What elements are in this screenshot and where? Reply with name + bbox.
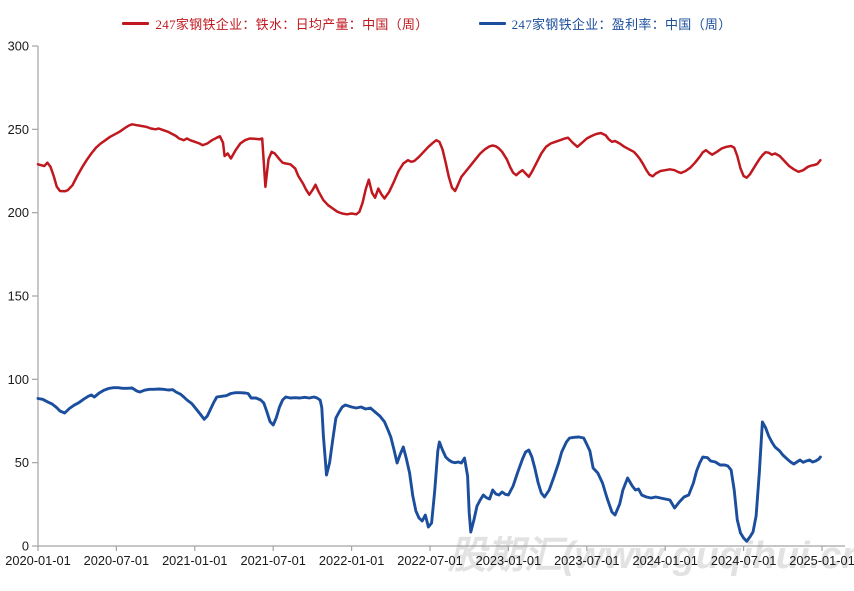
series-line-profit-rate: [36, 386, 822, 543]
legend-item-profit-rate[interactable]: 247家钢铁企业：盈利率：中国（周）: [478, 14, 732, 33]
watermark: 股期汇(www.guqihui.cn): [448, 535, 854, 577]
y-tick-label: 100: [8, 372, 29, 387]
y-tick-label: 250: [8, 122, 29, 137]
x-tick-label: 2024-01-01: [632, 553, 697, 568]
x-tick-label: 2023-01-01: [476, 553, 541, 568]
legend-label-hot-metal-output: 247家钢铁企业：铁水：日均产量：中国（周）: [155, 16, 429, 32]
y-tick-label: 0: [22, 539, 29, 554]
x-tick-label: 2025-01-01: [789, 553, 854, 568]
x-tick-label: 2021-01-01: [162, 553, 227, 568]
y-tick-label: 300: [8, 39, 29, 54]
x-tick-label: 2020-01-01: [5, 553, 70, 568]
legend-line-swatch-red: [122, 21, 150, 25]
x-tick-label: 2022-01-01: [319, 553, 384, 568]
x-tick-label: 2023-07-01: [554, 553, 619, 568]
legend-item-hot-metal-output[interactable]: 247家钢铁企业：铁水：日均产量：中国（周）: [122, 14, 428, 33]
x-tick-label: 2022-07-01: [397, 553, 462, 568]
y-tick-label: 150: [8, 289, 29, 304]
x-tick-label: 2024-07-01: [711, 553, 776, 568]
x-tick-label: 2020-07-01: [84, 553, 149, 568]
x-tick-label: 2021-07-01: [240, 553, 305, 568]
y-tick-label: 200: [8, 205, 29, 220]
legend-label-profit-rate: 247家钢铁企业：盈利率：中国（周）: [511, 16, 732, 32]
y-tick-label: 50: [15, 455, 29, 470]
series-line-hot-metal-output: [36, 123, 822, 216]
legend-line-swatch-blue: [478, 21, 506, 25]
legend: 247家钢铁企业：铁水：日均产量：中国（周） 247家钢铁企业：盈利率：中国（周…: [0, 12, 854, 34]
